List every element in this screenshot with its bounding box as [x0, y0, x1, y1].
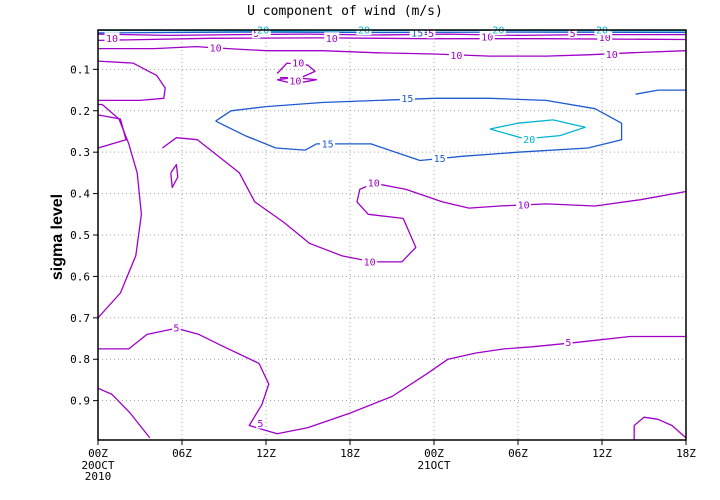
x-tick-label: 06Z [508, 447, 528, 460]
contour-label-background [366, 177, 382, 189]
contour-label-20: 20 [596, 26, 608, 37]
contour-label-10: 10 [289, 76, 301, 87]
contour-label-background [604, 48, 620, 60]
contour-label-5: 5 [570, 29, 576, 40]
contour-line-10 [170, 163, 179, 189]
contour-label-background [290, 57, 306, 69]
contour-label-background [362, 255, 378, 267]
contour-label-5: 5 [565, 338, 571, 349]
x-tick-label: 00Z [88, 447, 108, 460]
contour-label-20: 20 [523, 135, 535, 146]
contour-label-background [516, 199, 532, 211]
contour-label-20: 20 [358, 26, 370, 37]
contour-label-background [104, 32, 120, 44]
y-tick-label: 0.3 [70, 146, 90, 159]
contour-label-10: 10 [450, 51, 462, 62]
contour-label-background [479, 31, 495, 43]
y-tick-label: 0.8 [70, 353, 90, 366]
contour-label-15: 15 [411, 28, 423, 39]
y-tick-label: 0.9 [70, 395, 90, 408]
contour-label-10: 10 [481, 33, 493, 44]
axis-ticks: 00Z 06Z 12Z 18Z 00Z 06Z 12Z 18Z20OCT201021OCT0.… [70, 63, 696, 483]
contour-label-15: 15 [401, 94, 413, 105]
contour-line-10 [97, 103, 143, 319]
contour-line-10 [97, 37, 687, 42]
contour-label-background [564, 336, 573, 348]
x-date-label: 20OCT [81, 459, 114, 472]
contour-label-10: 10 [326, 34, 338, 45]
y-tick-label: 0.6 [70, 270, 90, 283]
x-tick-label: 00Z [424, 447, 444, 460]
contour-line-5 [97, 33, 686, 37]
contour-label-10: 10 [599, 33, 611, 44]
contour-label-background [399, 92, 415, 104]
x-tick-label: 18Z [676, 447, 696, 460]
x-tick-label: 12Z [256, 447, 276, 460]
contour-label-background [256, 417, 265, 429]
contour-label-10: 10 [364, 257, 376, 268]
contour-line-10 [162, 137, 687, 263]
contour-label-10: 10 [292, 59, 304, 70]
chart-title: U component of wind (m/s) [247, 4, 443, 19]
contour-label-5: 5 [173, 324, 179, 335]
contour-label-background [521, 133, 537, 145]
contour-label-background [208, 41, 224, 53]
contour-label-background [324, 32, 340, 44]
y-tick-label: 0.1 [70, 63, 90, 76]
x-tick-label: 12Z [592, 447, 612, 460]
contour-line-5 [633, 416, 687, 440]
contour-line-10 [97, 114, 127, 149]
x-tick-label: 18Z [340, 447, 360, 460]
contour-label-5: 5 [257, 419, 263, 430]
contour-label-background [432, 152, 448, 164]
x-date-label: 21OCT [417, 459, 450, 472]
y-tick-label: 0.5 [70, 229, 90, 242]
contour-line-5 [97, 387, 151, 439]
contour-label-15: 15 [322, 139, 334, 150]
contour-label-background [597, 31, 613, 43]
x-tick-label: 06Z [172, 447, 192, 460]
contour-label-background [448, 49, 464, 61]
contour-label-10: 10 [106, 34, 118, 45]
contour-line-5 [98, 327, 686, 435]
contour-label-10: 10 [518, 201, 530, 212]
contour-label-10: 10 [368, 179, 380, 190]
contour-label-background [409, 26, 425, 38]
y-tick-label: 0.7 [70, 312, 90, 325]
contour-label-10: 10 [606, 50, 618, 61]
contour-line-20 [489, 119, 586, 140]
contour-label-20: 20 [492, 26, 504, 37]
y-tick-label: 0.4 [70, 188, 90, 201]
contour-label-background [426, 27, 436, 39]
grid-lines [98, 30, 687, 440]
contour-line-15 [215, 97, 623, 162]
contour-label-10: 10 [210, 43, 222, 54]
contour-line-10 [97, 60, 166, 102]
y-tick-label: 0.2 [70, 105, 90, 118]
y-axis-label: sigma level [49, 194, 66, 280]
contour-line-10 [98, 45, 687, 57]
contour-label-background [320, 137, 336, 149]
x-date-label: 2010 [85, 470, 112, 483]
contour-label-background [287, 74, 303, 86]
contour-label-background [568, 27, 577, 39]
contour-label-background [172, 322, 181, 334]
contour-label-15: 15 [434, 154, 446, 165]
contour-line-15 [635, 89, 686, 95]
contour-label-20: 20 [257, 26, 269, 37]
contour-label-5: 5 [428, 29, 434, 40]
